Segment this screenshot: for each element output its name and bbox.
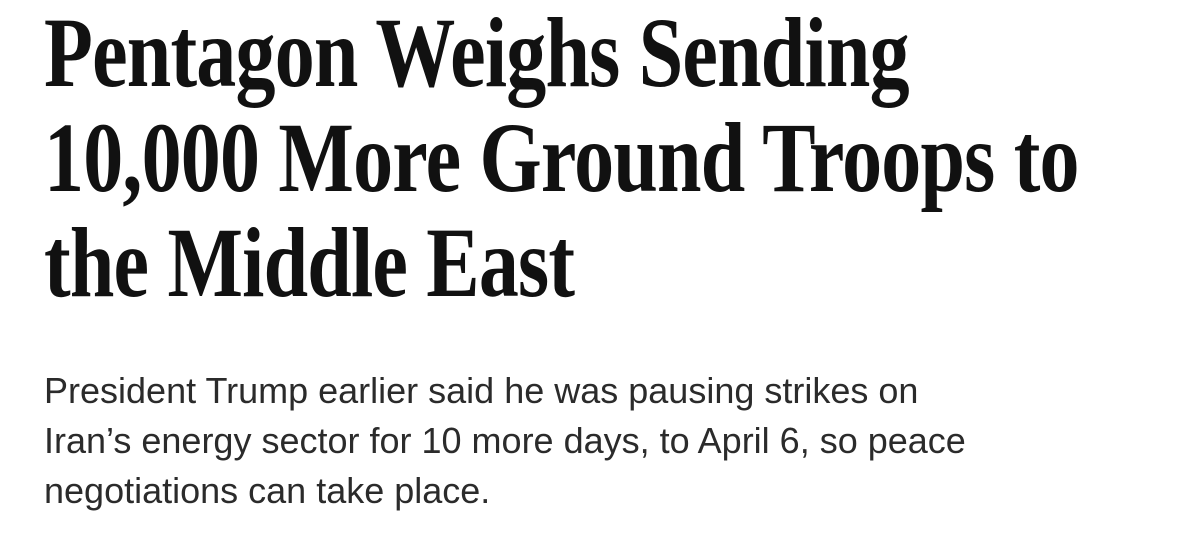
subheadline-line: President Trump earlier said he was paus… xyxy=(44,370,919,411)
headline: Pentagon Weighs Sending 10,000 More Grou… xyxy=(44,0,1200,315)
headline-line: 10,000 More Ground Troops to xyxy=(44,102,1080,213)
headline-line: Pentagon Weighs Sending xyxy=(44,0,910,108)
subheadline-line: negotiations can take place. xyxy=(44,470,491,511)
subheadline-line: Iran’s energy sector for 10 more days, t… xyxy=(44,420,966,461)
headline-line: the Middle East xyxy=(44,207,575,318)
subheadline: President Trump earlier said he was paus… xyxy=(44,366,966,516)
